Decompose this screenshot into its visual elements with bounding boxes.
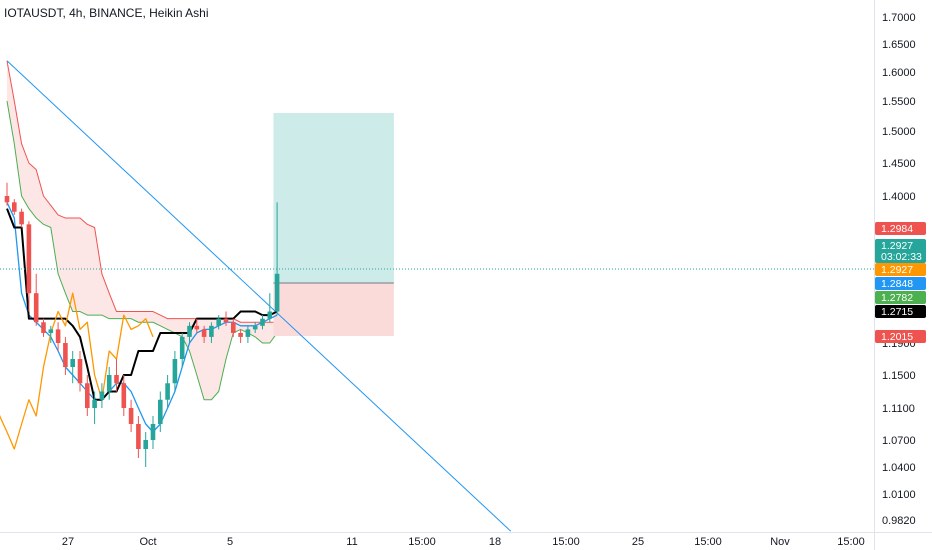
- candle-body: [143, 440, 148, 449]
- price-badge: [875, 239, 926, 263]
- candle-body: [106, 375, 112, 392]
- candle-body: [187, 325, 192, 337]
- price-tick-label: 1.1100: [882, 403, 915, 415]
- lagging-line: [0, 292, 154, 450]
- price-tick-label: 1.0700: [882, 435, 916, 447]
- candle-body: [179, 336, 185, 359]
- candle-body: [223, 318, 229, 323]
- candle-body: [114, 375, 119, 384]
- price-badge: [875, 277, 926, 290]
- time-tick-label: 18: [489, 536, 501, 548]
- time-tick-label: 15:00: [408, 536, 436, 548]
- candle-body: [19, 211, 24, 225]
- time-tick-label: 11: [346, 536, 357, 548]
- candle-body: [260, 318, 265, 326]
- time-tick-label: Nov: [770, 536, 790, 548]
- candle-body: [77, 359, 83, 384]
- candle-body: [70, 359, 75, 367]
- candle-body: [267, 311, 273, 319]
- candle-body: [26, 224, 32, 294]
- price-badge: [875, 291, 926, 304]
- time-tick-label: 15:00: [694, 536, 722, 548]
- candle-body: [55, 329, 61, 343]
- candle-body: [274, 273, 280, 312]
- trend-line[interactable]: [6, 60, 512, 532]
- price-tick-label: 1.0100: [882, 489, 916, 501]
- position-zones[interactable]: [273, 113, 394, 336]
- candle-body: [33, 293, 39, 323]
- price-tick-label: 1.4500: [882, 158, 916, 170]
- price-badge-label: 1.2848: [881, 278, 913, 290]
- candle-body: [121, 383, 127, 408]
- candle-body: [12, 202, 17, 212]
- price-tick-label: 0.9820: [882, 515, 916, 527]
- price-tick-label: 1.1500: [882, 370, 916, 382]
- price-tick-label: 1.4000: [882, 191, 916, 203]
- candle-body: [48, 329, 54, 333]
- price-badge-label: 1.2984: [881, 223, 913, 235]
- plot-background: [0, 0, 874, 532]
- candle-body: [238, 332, 243, 337]
- candle-body: [128, 408, 134, 424]
- candles: [4, 182, 280, 467]
- price-badge-label: 1.2015: [881, 331, 913, 343]
- candle-body: [41, 322, 46, 333]
- time-axis[interactable]: 27 Oct 5 11 15:00 18 15:00 25 15:00 Nov 15:00: [62, 536, 865, 548]
- target-zone[interactable]: [273, 113, 394, 283]
- price-tick-label: 1.0400: [882, 462, 916, 474]
- price-tick-label: 1.6000: [882, 67, 916, 79]
- time-tick-label: Oct: [139, 536, 156, 548]
- price-tick-label: 1.6500: [882, 39, 916, 51]
- price-badge-label: 1.2927: [881, 264, 913, 276]
- price-tick-label: 1.5500: [882, 96, 916, 108]
- base-line: [6, 208, 278, 401]
- candle-body: [172, 359, 178, 384]
- price-badge: [875, 330, 926, 343]
- candle-body: [165, 383, 170, 400]
- trend-line-group[interactable]: [6, 60, 512, 532]
- candle-body: [85, 383, 90, 408]
- countdown-label: 03:02:33: [881, 251, 922, 263]
- price-badge-label: 1.2715: [881, 306, 913, 318]
- time-tick-label: 15:00: [552, 536, 580, 548]
- chart-title: IOTAUSDT, 4h, BINANCE, Heikin Ashi: [4, 6, 209, 20]
- candle-body: [158, 399, 163, 424]
- price-badge-label: 1.2782: [881, 292, 913, 304]
- candle-body: [150, 424, 156, 440]
- candle-body: [216, 318, 221, 326]
- price-badge-label: 1.2927: [881, 240, 913, 252]
- candle-body: [245, 329, 251, 337]
- price-badge: [875, 263, 926, 276]
- candle-body: [92, 399, 97, 408]
- price-tick-label: 1.7000: [882, 12, 916, 24]
- candle-body: [99, 391, 105, 400]
- candle-body: [63, 343, 68, 367]
- time-tick-label: 15:00: [837, 536, 865, 548]
- price-badge: [875, 222, 926, 235]
- candle-body: [194, 325, 200, 330]
- candle-body: [209, 325, 214, 337]
- stop-zone[interactable]: [273, 283, 394, 336]
- candle-body: [136, 424, 141, 449]
- candle-body: [252, 325, 258, 330]
- time-tick-label: 27: [62, 536, 74, 548]
- price-tick-label: 1.5000: [882, 126, 916, 138]
- price-badge: [875, 305, 926, 318]
- candle-body: [201, 329, 207, 337]
- time-tick-label: 25: [632, 536, 644, 548]
- time-tick-label: 5: [227, 536, 233, 548]
- candle-body: [231, 322, 236, 333]
- candle-body: [4, 196, 10, 203]
